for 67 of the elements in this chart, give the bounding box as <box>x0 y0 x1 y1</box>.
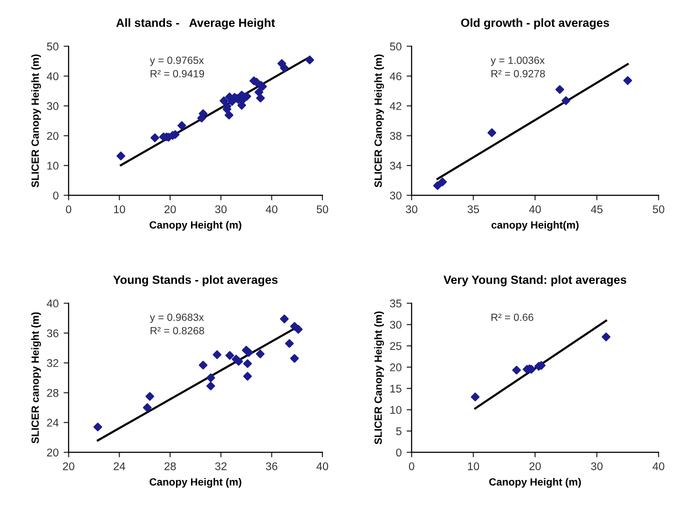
x-axis-title: Canopy Height (m) <box>489 478 581 488</box>
y-tick-label: 40 <box>46 72 58 80</box>
x-axis-title: Canopy Height (m) <box>150 220 242 231</box>
y-tick-label: 32 <box>46 359 58 368</box>
y-tick-label: 30 <box>390 320 402 329</box>
annotation: R² = 0.9278 <box>491 70 545 78</box>
y-tick-label: 46 <box>390 72 402 80</box>
x-tick-label: 0 <box>66 205 72 214</box>
x-tick-label: 30 <box>215 205 227 214</box>
y-tick-label: 15 <box>390 384 402 393</box>
x-tick-label: 50 <box>652 205 664 214</box>
x-tick-label: 36 <box>266 462 278 470</box>
annotation: R² = 0.8268 <box>150 327 204 334</box>
y-tick-label: 50 <box>390 42 402 50</box>
y-tick-label: 20 <box>47 132 58 140</box>
y-tick-label: 35 <box>390 300 402 308</box>
y-tick-label: 10 <box>47 162 58 170</box>
x-tick-label: 30 <box>591 462 603 470</box>
x-axis-title: canopy Height(m) <box>492 220 579 231</box>
y-tick-label: 30 <box>390 192 402 200</box>
y-tick-label: 0 <box>53 192 58 200</box>
annotation: y = 0.9765x <box>150 56 204 66</box>
x-tick-label: 50 <box>316 205 328 214</box>
x-tick-label: 10 <box>114 205 126 214</box>
y-axis-title: SLICER Canopy Height (m) <box>31 54 41 188</box>
y-tick-label: 25 <box>390 342 402 350</box>
annotation: y = 0.9683x <box>150 314 204 324</box>
x-tick-label: 45 <box>590 205 603 214</box>
x-tick-label: 35 <box>468 205 480 214</box>
x-tick-label: 20 <box>164 205 176 214</box>
chart-title: Very Young Stand: plot averages <box>444 275 626 286</box>
y-axis-title: SLICER canopy Height (m) <box>31 312 41 444</box>
x-tick-label: 40 <box>266 205 278 214</box>
y-tick-label: 34 <box>390 162 402 170</box>
x-tick-label: 20 <box>62 462 74 470</box>
x-tick-label: 10 <box>468 462 480 470</box>
x-axis-title: Canopy Height (m) <box>150 478 242 488</box>
chart-title: All stands - Average Height <box>116 18 275 30</box>
y-tick-label: 36 <box>46 329 58 338</box>
y-tick-label: 30 <box>46 102 58 110</box>
y-tick-label: 42 <box>390 102 402 110</box>
y-tick-label: 24 <box>47 418 59 427</box>
x-tick-label: 40 <box>316 462 328 470</box>
x-tick-label: 32 <box>215 462 227 470</box>
x-tick-label: 24 <box>114 462 126 470</box>
chart-title: Old growth - plot averages <box>461 18 610 30</box>
chart-title: Young Stands - plot averages <box>113 275 278 286</box>
y-axis-title: SLICER Canopy Height (m) <box>374 311 384 444</box>
x-tick-label: 30 <box>406 205 418 214</box>
y-axis-title: SLICER Canopy Height (m) <box>374 54 384 188</box>
y-tick-label: 0 <box>396 448 402 456</box>
annotation: R² = 0.9419 <box>150 70 204 78</box>
y-tick-label: 38 <box>390 132 402 140</box>
y-tick-label: 28 <box>47 388 58 397</box>
y-tick-label: 50 <box>46 42 58 50</box>
x-tick-label: 20 <box>529 462 541 470</box>
y-tick-label: 20 <box>47 448 58 456</box>
y-tick-label: 5 <box>396 427 402 436</box>
x-tick-label: 0 <box>408 462 414 470</box>
x-tick-label: 28 <box>164 462 176 470</box>
annotation: R² = 0.66 <box>491 314 534 321</box>
annotation: y = 1.0036x <box>490 56 545 66</box>
x-tick-label: 40 <box>652 462 664 470</box>
y-tick-label: 20 <box>390 363 402 372</box>
y-tick-label: 40 <box>46 300 58 308</box>
x-tick-label: 40 <box>529 205 541 214</box>
y-tick-label: 10 <box>390 406 402 414</box>
